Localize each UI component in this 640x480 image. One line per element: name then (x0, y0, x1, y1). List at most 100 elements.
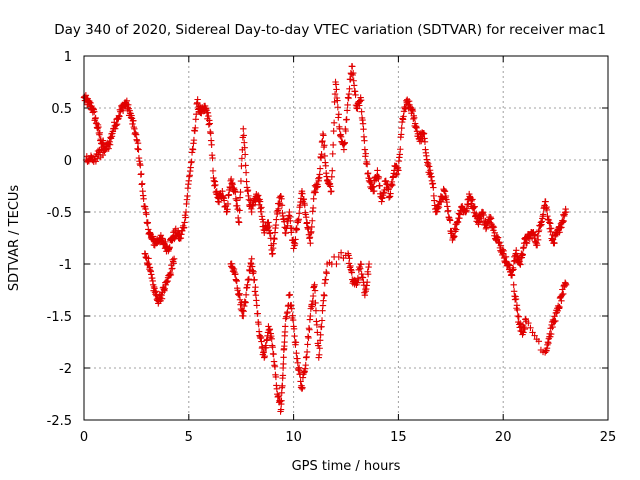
x-axis-label: GPS time / hours (292, 459, 401, 474)
data-point (305, 334, 312, 342)
data-point (269, 250, 276, 257)
data-point (123, 97, 131, 105)
data-point (284, 308, 291, 316)
data-point (343, 116, 350, 123)
data-point (534, 236, 542, 243)
data-point (558, 297, 565, 305)
data-point (286, 291, 294, 298)
y-tick-label: 0 (64, 154, 72, 169)
data-point (556, 303, 563, 311)
data-point (328, 188, 335, 195)
data-point (212, 181, 219, 189)
data-point (350, 82, 358, 89)
data-point (318, 323, 325, 330)
data-point (279, 382, 286, 389)
data-point (303, 348, 311, 356)
y-tick-label: -1.5 (47, 310, 72, 325)
data-point (293, 349, 300, 357)
data-point (425, 163, 433, 170)
data-point (166, 244, 173, 251)
data-point (318, 151, 325, 158)
data-point (363, 279, 371, 286)
data-point (480, 211, 487, 219)
data-point (89, 157, 97, 164)
data-point (374, 167, 381, 174)
data-point (397, 131, 405, 138)
data-point (497, 242, 505, 249)
data-point (290, 245, 297, 252)
data-point (529, 329, 536, 336)
data-point (236, 290, 243, 297)
data-point (158, 295, 166, 302)
data-point (295, 216, 302, 223)
data-point (224, 206, 231, 213)
data-point (265, 219, 272, 226)
data-point (95, 123, 102, 131)
data-point (345, 252, 352, 259)
data-point (161, 285, 169, 292)
data-point (323, 270, 330, 277)
data-point (514, 306, 521, 314)
data-point (299, 190, 306, 197)
data-point (490, 223, 498, 231)
data-point (101, 145, 108, 153)
data-point (352, 91, 359, 99)
data-point (182, 208, 190, 216)
data-point (209, 167, 217, 175)
data-point (313, 321, 321, 329)
data-point (309, 217, 316, 224)
data-point (240, 132, 247, 139)
data-point (562, 281, 570, 288)
data-point (357, 261, 365, 268)
data-point (238, 155, 246, 162)
data-point (346, 85, 353, 93)
data-point (309, 204, 317, 212)
data-point (272, 221, 280, 229)
data-point (209, 154, 216, 162)
data-point (523, 239, 531, 247)
data-point (193, 110, 200, 118)
data-point (551, 240, 558, 247)
data-point (331, 90, 339, 98)
data-point (317, 331, 324, 339)
data-point (500, 247, 507, 255)
data-point (94, 155, 101, 162)
data-point (514, 312, 522, 320)
data-point (398, 124, 405, 132)
data-point (309, 292, 317, 300)
data-point (242, 291, 250, 298)
data-point (119, 107, 127, 114)
data-point (302, 361, 309, 369)
data-point (304, 341, 311, 348)
data-point (244, 187, 252, 194)
data-point (242, 169, 250, 176)
data-point (281, 328, 289, 336)
data-point (521, 325, 529, 333)
data-point (239, 307, 247, 314)
data-point (430, 184, 437, 191)
y-tick-label: -2 (59, 362, 72, 377)
data-point (243, 178, 250, 185)
data-point (262, 344, 270, 351)
data-point (311, 281, 318, 288)
data-point (320, 132, 327, 139)
data-point (329, 150, 336, 158)
data-point (487, 215, 495, 222)
data-point (190, 136, 198, 144)
data-point (421, 138, 429, 145)
data-point (138, 170, 145, 178)
data-point (259, 343, 266, 350)
data-point (215, 198, 223, 206)
data-point (134, 140, 142, 147)
data-point (291, 332, 298, 340)
data-point (333, 260, 340, 268)
data-point (205, 112, 212, 120)
data-point (343, 107, 351, 114)
data-point (277, 406, 285, 413)
data-point (331, 98, 338, 106)
x-tick-label: 10 (285, 430, 302, 445)
data-point (316, 165, 324, 172)
data-point (181, 219, 188, 226)
data-point (99, 151, 107, 159)
data-point (540, 211, 547, 218)
